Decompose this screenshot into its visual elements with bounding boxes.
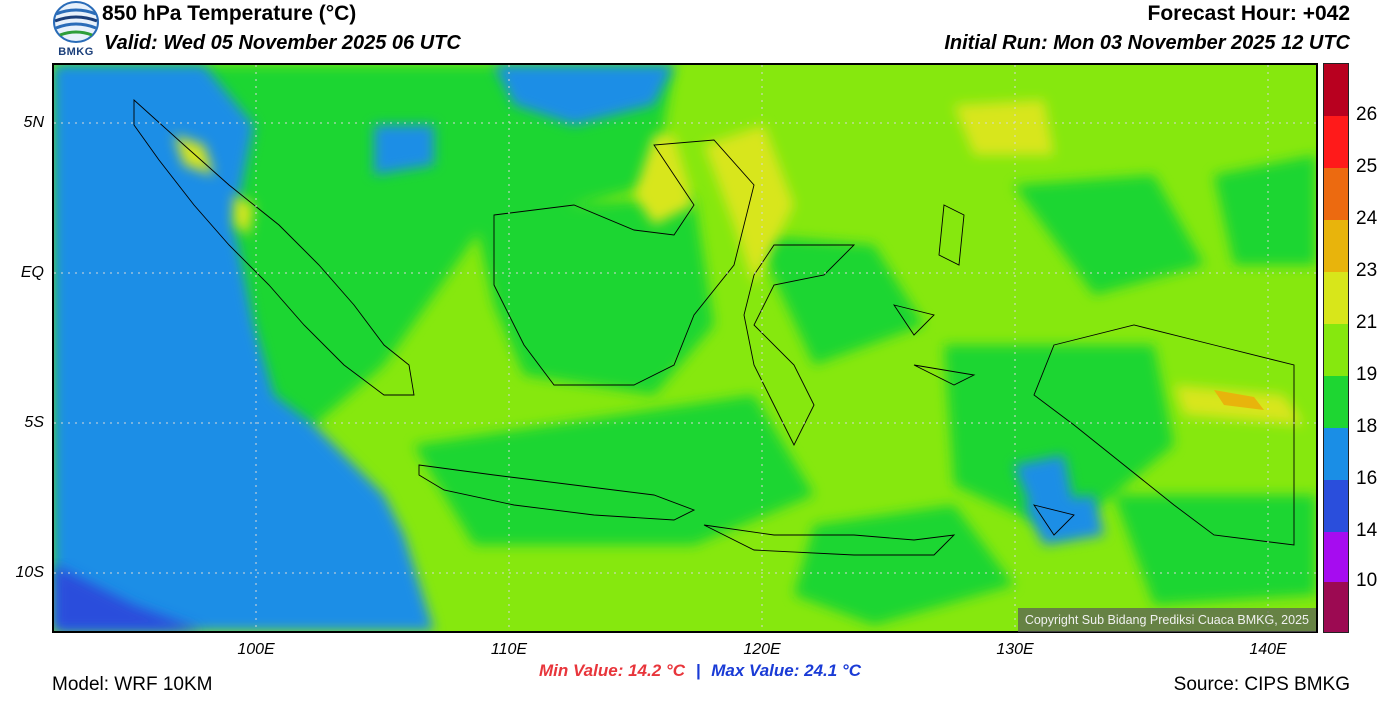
lon-label-120e: 120E xyxy=(743,641,781,658)
cb-seg-3 xyxy=(1324,168,1348,220)
coast-lesser-sunda xyxy=(703,524,956,556)
lon-label-140e: 140E xyxy=(1249,641,1287,658)
copyright-notice: Copyright Sub Bidang Prediksi Cuaca BMKG… xyxy=(1017,608,1316,632)
cb-label-14: 14 xyxy=(1356,520,1378,541)
lat-label-eq: EQ xyxy=(20,264,44,281)
cb-seg-4 xyxy=(1324,220,1348,272)
coast-new-guinea xyxy=(1033,324,1295,546)
cb-seg-9 xyxy=(1324,480,1348,532)
cb-seg-2 xyxy=(1324,116,1348,168)
cb-label-23: 23 xyxy=(1356,260,1378,281)
coast-borneo xyxy=(493,139,755,386)
cb-label-19: 19 xyxy=(1356,364,1378,385)
cb-label-16: 16 xyxy=(1356,468,1378,489)
lon-label-130e: 130E xyxy=(996,641,1034,658)
cb-label-24: 24 xyxy=(1356,208,1378,229)
coast-tanimbar xyxy=(1032,504,1075,536)
field-deep-cold xyxy=(54,565,204,631)
source-info: Source: CIPS BMKG xyxy=(1173,674,1350,695)
coast-halmahera xyxy=(938,204,965,266)
cb-seg-7 xyxy=(1324,376,1348,428)
coastlines xyxy=(133,98,1295,556)
colorbar xyxy=(1323,63,1349,633)
lon-label-110e: 110E xyxy=(490,641,528,658)
graticule xyxy=(54,65,1316,631)
forecast-hour: Forecast Hour: +042 xyxy=(1147,2,1351,25)
chart-title: 850 hPa Temperature (°C) xyxy=(102,2,357,25)
coast-seram xyxy=(913,364,976,386)
min-max-line: Min Value: 14.2 °C | Max Value: 24.1 °C xyxy=(0,661,1400,681)
lat-label-5n: 5N xyxy=(23,114,44,131)
coast-sumatra xyxy=(133,98,415,396)
lat-label-5s: 5S xyxy=(24,414,44,431)
min-max-separator: | xyxy=(695,661,701,680)
cb-label-21: 21 xyxy=(1356,312,1378,333)
temperature-map xyxy=(52,63,1318,633)
valid-time: Valid: Wed 05 November 2025 06 UTC xyxy=(104,32,461,54)
coast-java xyxy=(418,464,696,521)
field-hot xyxy=(1214,390,1264,410)
cb-seg-1 xyxy=(1324,64,1348,116)
logo-text: BMKG xyxy=(58,46,94,58)
cb-label-18: 18 xyxy=(1356,416,1378,437)
model-info: Model: WRF 10KM xyxy=(52,674,213,695)
map-svg xyxy=(54,65,1316,631)
max-value: Max Value: 24.1 °C xyxy=(711,661,862,680)
cb-seg-10 xyxy=(1324,532,1348,582)
lat-label-10s: 10S xyxy=(15,564,44,581)
lon-label-100e: 100E xyxy=(237,641,275,658)
coast-sulawesi xyxy=(743,244,856,447)
cb-seg-8 xyxy=(1324,428,1348,480)
bmkg-emblem-icon xyxy=(53,1,99,43)
cb-label-25: 25 xyxy=(1356,156,1378,177)
cb-seg-5 xyxy=(1324,272,1348,324)
bmkg-logo: BMKG xyxy=(52,0,100,60)
cb-seg-6 xyxy=(1324,324,1348,376)
initial-run: Initial Run: Mon 03 November 2025 12 UTC xyxy=(944,32,1350,54)
field-cold-sea xyxy=(54,65,1104,631)
min-value: Min Value: 14.2 °C xyxy=(538,661,685,680)
cb-seg-11 xyxy=(1324,582,1348,632)
cb-label-10: 10 xyxy=(1356,570,1378,591)
coast-buru xyxy=(892,304,935,336)
cb-label-26: 26 xyxy=(1356,104,1378,125)
